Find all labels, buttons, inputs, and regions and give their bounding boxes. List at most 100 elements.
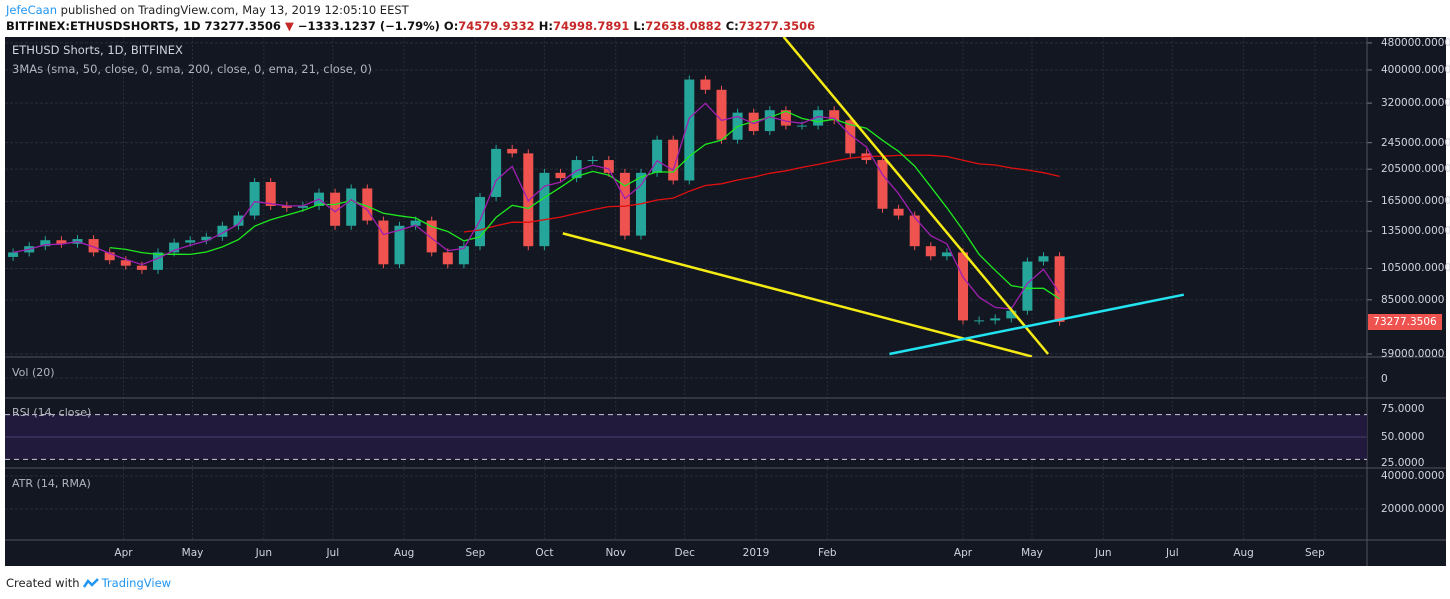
date-tick-label: Aug [393,547,415,559]
candle [877,160,888,209]
high-label: H: [538,19,553,33]
candle [716,89,727,140]
candle [426,220,437,253]
tradingview-logo-icon [82,578,99,588]
price-tick-label: 135000.0000 [1381,225,1450,238]
publish-text: published on TradingView.com, May 13, 20… [60,3,409,17]
candle [265,182,276,206]
date-tick-label: May [181,547,204,559]
candle [555,172,566,179]
candle [941,252,952,257]
candle [668,139,679,181]
price-tick-label: 165000.0000 [1381,195,1450,208]
sma200-line [463,154,1060,233]
symbol: BITFINEX:ETHUSDSHORTS, 1D [6,19,201,33]
candle [780,110,791,126]
candle [684,79,695,181]
date-tick-label: Sep [465,547,486,559]
candle [297,205,308,208]
trendline-drawing [782,37,1050,355]
close-value: 73277.3506 [738,19,816,33]
candle [410,220,421,226]
candle [700,79,711,90]
last-price-label: 73277.3506 [1368,313,1442,330]
date-tick-label: 2019 [742,547,770,559]
candles [8,37,1185,535]
candle [813,110,824,126]
candle [491,148,502,197]
date-tick-label: Aug [1233,547,1254,559]
atr-legend: ATR (14, RMA) [12,477,91,490]
date-tick-label: Jun [255,547,272,559]
candle [1022,261,1033,311]
symbol-info: BITFINEX:ETHUSDSHORTS, 1D 73277.3506 ▼ −… [6,19,815,33]
vol-tick-label: 0 [1381,373,1388,385]
candle [217,225,228,237]
price-tick-label: 205000.0000 [1381,163,1450,176]
atr-line [13,479,1060,535]
vol-legend: Vol (20) [12,366,55,379]
last-price: 73277.3506 [204,19,281,33]
candle [1006,310,1017,319]
candle [925,246,936,257]
price-tick-label: 105000.0000 [1381,262,1450,275]
price-tick-label: 59000.0000 [1381,348,1445,360]
rsi-tick-label: 25.0000 [1381,457,1425,469]
created-with-text: Created with [6,576,80,590]
ema21-line [12,102,1061,310]
candle [169,242,180,253]
date-tick-label: Oct [535,547,554,559]
price-change: −1333.1237 (−1.79%) [297,19,440,33]
date-tick-label: Jul [1165,547,1179,559]
candle [603,160,614,173]
candle [619,172,630,236]
candle [845,120,856,154]
date-tick-label: Apr [953,547,973,559]
footer: Created with TradingView [6,576,171,590]
low-label: L: [633,19,646,33]
atr-tick-label: 40000.0000 [1381,470,1445,482]
rsi-tick-label: 75.0000 [1381,403,1425,415]
date-tick-label: Feb [818,547,837,559]
candle [442,252,453,265]
rsi-tick-label: 50.0000 [1381,431,1425,443]
date-tick-label: Nov [605,547,626,559]
candle [652,139,663,173]
candle [88,239,99,253]
candle [587,160,598,162]
open-label: O: [443,19,459,33]
author-link[interactable]: JefeCaan [6,3,58,17]
candle [330,192,341,226]
candle [153,252,163,270]
candle [362,188,373,221]
atr-tick-label: 20000.0000 [1381,503,1445,515]
candle [990,318,1001,321]
low-value: 72638.0882 [645,19,722,33]
candle [458,246,469,265]
price-tick-label: 480000.0000 [1381,36,1450,49]
tradingview-link[interactable]: TradingView [101,576,172,590]
open-value: 74579.9332 [458,19,535,33]
candle [958,252,968,321]
candle [120,260,131,266]
candle [797,125,807,127]
candle [8,252,19,257]
sma50-line [109,110,1060,300]
date-tick-label: Jun [1095,547,1112,559]
candle [281,205,292,208]
candle [893,208,904,216]
ma-legend: 3MAs (sma, 50, close, 0, sma, 200, close… [12,62,372,76]
price-tick-label: 400000.0000 [1381,63,1450,76]
candle [249,182,260,216]
chart-legend-title: ETHUSD Shorts, 1D, BITFINEX [12,43,183,57]
price-tick-label: 245000.0000 [1381,136,1450,149]
date-tick-label: Dec [674,547,695,559]
candle [136,265,147,270]
candle [201,236,212,241]
rsi-legend: RSI (14, close) [12,406,92,419]
candle [56,240,67,244]
support-drawing [889,293,1185,356]
price-tick-label: 85000.0000 [1381,293,1445,306]
high-value: 74998.7891 [552,19,630,33]
